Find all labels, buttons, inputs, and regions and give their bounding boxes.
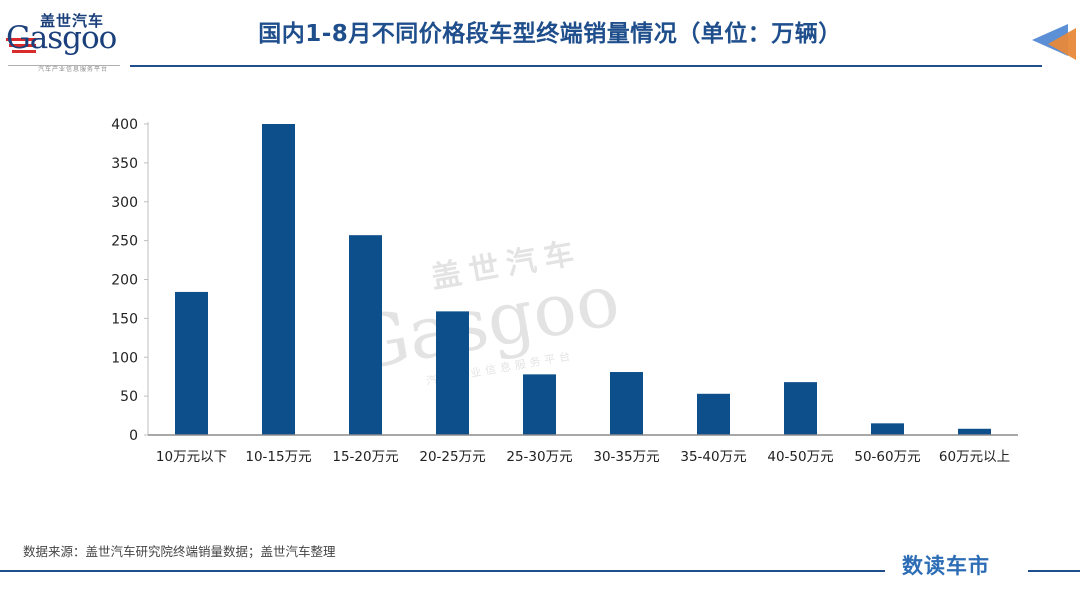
y-tick-label: 200 bbox=[111, 273, 138, 289]
y-tick-label: 50 bbox=[120, 389, 138, 405]
y-tick-label: 250 bbox=[111, 234, 138, 250]
y-tick-label: 350 bbox=[111, 156, 138, 172]
bar-9 bbox=[871, 423, 904, 435]
gasgoo-logo: 盖世汽车 Gasgoo 汽车产业信息服务平台 bbox=[6, 8, 131, 73]
bar-1 bbox=[175, 291, 208, 435]
y-tick-label: 0 bbox=[129, 428, 138, 444]
bar-7 bbox=[697, 393, 730, 435]
x-tick-label: 60万元以上 bbox=[939, 449, 1010, 465]
x-tick-label: 40-50万元 bbox=[767, 449, 833, 465]
logo-stripes-icon bbox=[6, 38, 36, 53]
footer-divider-right bbox=[1028, 570, 1080, 572]
x-tick-label: 15-20万元 bbox=[332, 449, 398, 465]
bar-5 bbox=[523, 374, 556, 435]
y-tick-label: 150 bbox=[111, 311, 138, 327]
y-tick-label: 400 bbox=[111, 117, 138, 133]
x-tick-label: 50-60万元 bbox=[854, 449, 920, 465]
y-tick-label: 100 bbox=[111, 350, 138, 366]
brand-label: 数读车市 bbox=[902, 554, 990, 578]
bar-6 bbox=[610, 372, 643, 435]
x-tick-label: 20-25万元 bbox=[419, 449, 485, 465]
y-tick-label: 300 bbox=[111, 195, 138, 211]
x-tick-label: 25-30万元 bbox=[506, 449, 572, 465]
footer-divider bbox=[0, 570, 885, 572]
logo-divider bbox=[8, 65, 120, 66]
x-tick-label: 10-15万元 bbox=[245, 449, 311, 465]
title-divider bbox=[130, 65, 1042, 67]
x-tick-label: 30-35万元 bbox=[593, 449, 659, 465]
bar-8 bbox=[784, 382, 817, 435]
x-tick-label: 35-40万元 bbox=[680, 449, 746, 465]
logo-en-text: Gasgoo bbox=[6, 20, 117, 56]
corner-arrow-icon bbox=[1032, 24, 1076, 60]
bar-10 bbox=[958, 428, 991, 435]
logo-subtitle: 汽车产业信息服务平台 bbox=[38, 66, 109, 73]
bar-3 bbox=[349, 235, 382, 435]
page-title: 国内1-8月不同价格段车型终端销量情况（单位：万辆） bbox=[258, 21, 842, 47]
logo-cn-text: 盖世汽车 bbox=[40, 12, 105, 30]
bar-2 bbox=[262, 124, 295, 435]
x-tick-label: 10万元以下 bbox=[156, 449, 227, 465]
data-source-note: 数据来源：盖世汽车研究院终端销量数据；盖世汽车整理 bbox=[23, 544, 336, 559]
bar-4 bbox=[436, 311, 469, 435]
